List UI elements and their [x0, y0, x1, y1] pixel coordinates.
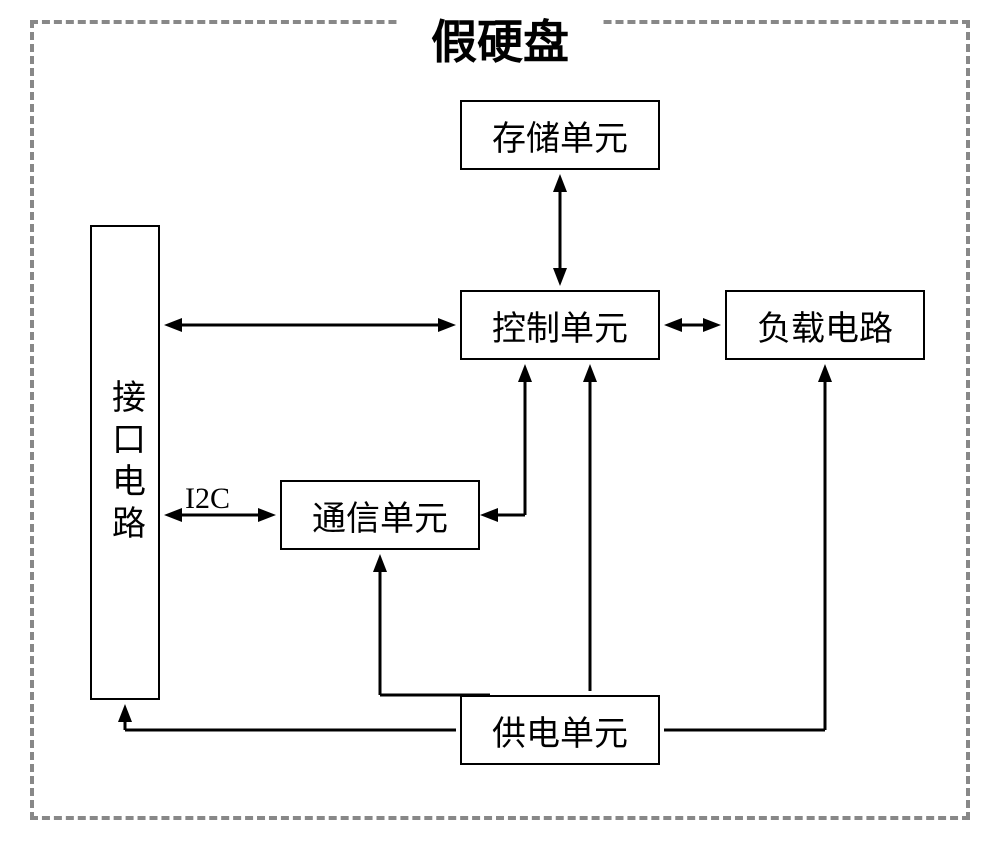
arrows-layer [0, 0, 1000, 849]
